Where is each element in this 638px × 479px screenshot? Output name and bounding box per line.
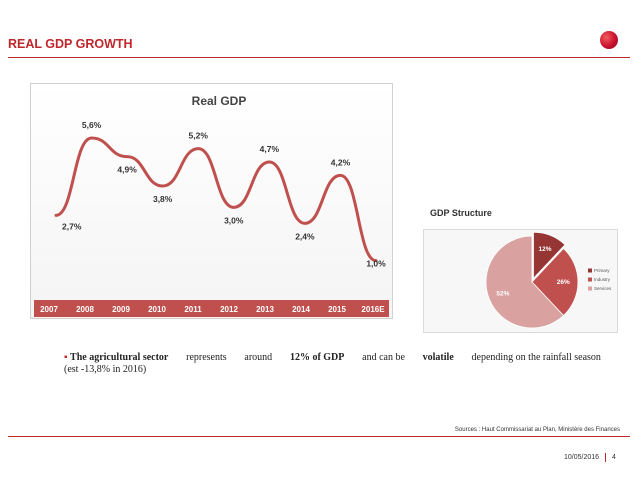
bullet-part3: around <box>244 352 273 363</box>
bullet-part4: 12% of GDP <box>289 352 345 363</box>
bullet-marker: ▪ <box>64 352 68 363</box>
pie-slice <box>485 235 565 329</box>
legend-swatch <box>588 286 592 291</box>
page-number: 4 <box>612 454 616 461</box>
data-label: 5,6% <box>82 120 102 130</box>
footer-separator <box>605 453 606 462</box>
top-divider <box>8 57 630 58</box>
bullet-part1: The agricultural sector <box>70 352 169 363</box>
gdp-line-chart-svg: Real GDP 2,7% 5,6% 4,9% 3,8% 5,2% 3,0% 4,7% 2,4… <box>34 94 389 317</box>
slice-label: 12% <box>538 246 551 253</box>
slice-label: 26% <box>557 279 570 286</box>
bullet-text: ▪ The agricultural sector represents aro… <box>64 352 601 376</box>
brand-logo-icon <box>600 31 618 49</box>
data-label: 4,2% <box>331 157 351 167</box>
bullet-line2: (est -13,8% in 2016) <box>64 364 147 375</box>
pie-slice <box>531 247 579 317</box>
bullet-part2: represents <box>186 352 227 363</box>
bullet-part7: depending on the rainfall season <box>471 352 601 363</box>
data-label: 5,2% <box>189 131 209 141</box>
pie-slice <box>533 231 566 280</box>
x-tick-label: 2007 <box>40 305 58 314</box>
x-tick-label: 2012 <box>220 305 238 314</box>
data-label: 2,7% <box>62 221 82 231</box>
x-axis-band <box>34 300 389 317</box>
legend-swatch <box>588 277 592 282</box>
slide-title: REAL GDP GROWTH <box>8 37 133 51</box>
legend-entry: Industry <box>594 277 611 282</box>
gdp-line-chart: Real GDP 2,7% 5,6% 4,9% 3,8% 5,2% 3,0% 4,7% 2,4… <box>30 83 393 319</box>
legend-entry: Services <box>594 286 612 291</box>
x-tick-label: 2014 <box>292 305 310 314</box>
data-label: 4,9% <box>117 165 137 175</box>
chart-title: Real GDP <box>192 94 247 108</box>
x-tick-label: 2009 <box>112 305 130 314</box>
pie-caption: GDP Structure <box>430 208 492 218</box>
data-label: 2,4% <box>295 231 315 241</box>
x-tick-label: 2011 <box>184 305 202 314</box>
gdp-structure-pie-chart: 12% 26% 52% Primary Industry Services <box>423 229 618 333</box>
footer-date: 10/05/2016 <box>564 454 600 461</box>
data-label: 4,7% <box>260 144 280 154</box>
slice-label: 52% <box>496 291 509 298</box>
legend-swatch <box>588 268 592 273</box>
x-tick-label: 2013 <box>256 305 274 314</box>
series-line <box>54 136 378 263</box>
data-label: 1,0% <box>366 259 386 269</box>
bullet-part5: and can be <box>362 352 405 363</box>
x-tick-label: 2016E <box>361 305 385 314</box>
bottom-divider <box>8 436 630 437</box>
x-tick-label: 2015 <box>328 305 346 314</box>
sources-note: Sources : Haut Commissariat au Plan, Min… <box>454 427 620 433</box>
legend-entry: Primary <box>594 268 610 273</box>
bullet-part6: volatile <box>422 352 454 363</box>
pie-svg: 12% 26% 52% Primary Industry Services <box>485 231 612 329</box>
data-label: 3,8% <box>153 194 173 204</box>
x-tick-label: 2010 <box>148 305 166 314</box>
x-tick-label: 2008 <box>76 305 94 314</box>
data-label: 3,0% <box>224 215 244 225</box>
